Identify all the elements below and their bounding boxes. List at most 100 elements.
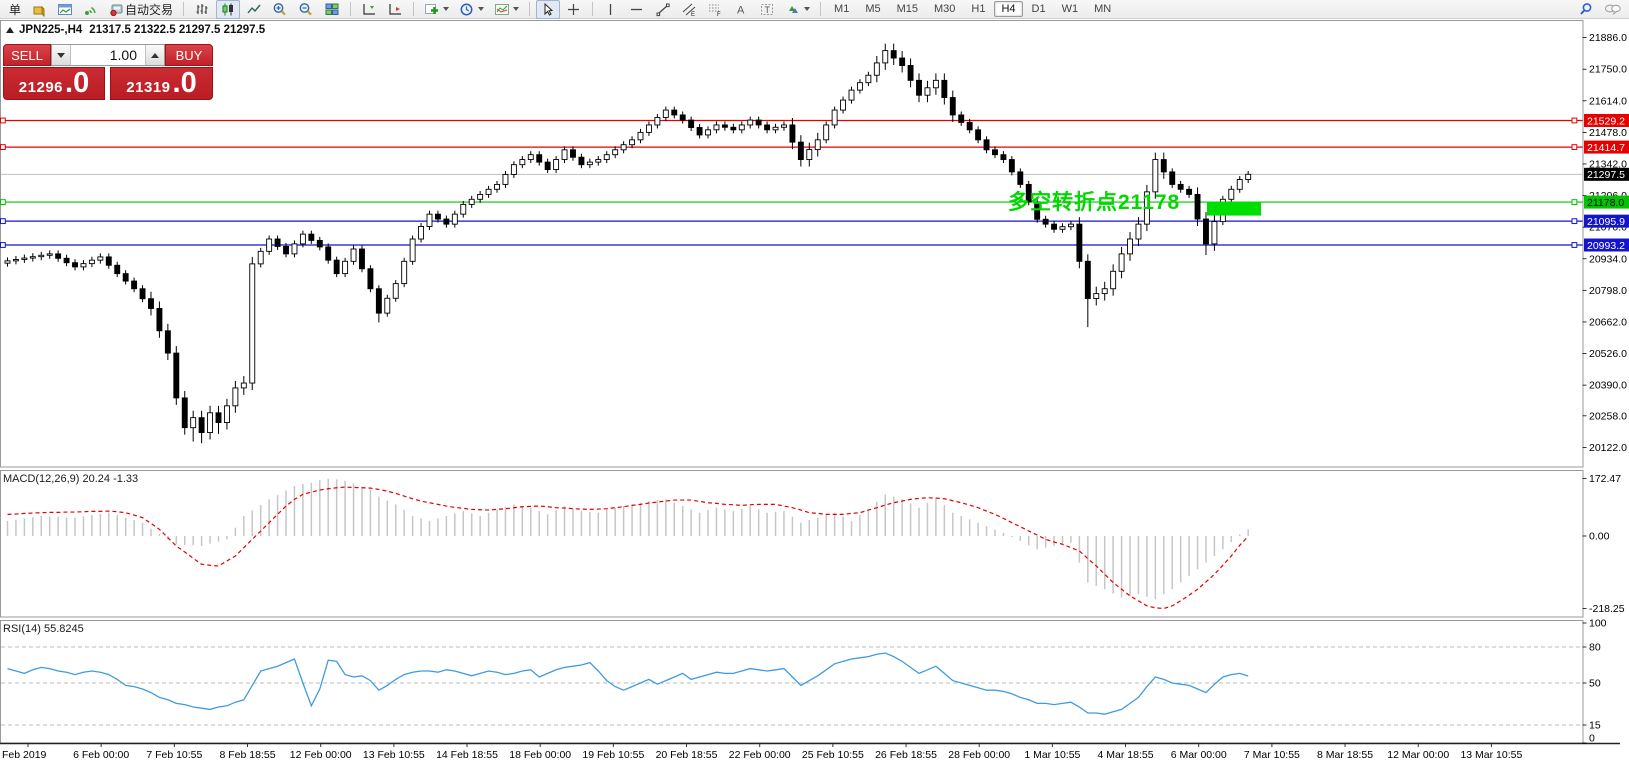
chart-title[interactable]: JPN225-,H4 21317.5 21322.5 21297.5 21297… (6, 24, 265, 36)
signals-button[interactable] (79, 0, 103, 19)
separator (592, 2, 594, 16)
templates-button[interactable] (490, 0, 523, 19)
timeframe-h4[interactable]: H4 (994, 1, 1023, 17)
zoom-in-button[interactable] (268, 0, 292, 19)
periods-icon (459, 2, 475, 17)
fibonacci-button[interactable]: F (703, 0, 727, 19)
candle-body (1228, 188, 1235, 200)
candlestick-chart-button[interactable] (216, 0, 241, 19)
candle-body (223, 405, 230, 423)
svg-text:F: F (717, 12, 721, 17)
candle-body (958, 114, 965, 123)
toolbar: 单 自动交易 (0, 0, 1629, 19)
candle-body (1160, 159, 1167, 173)
volume-decrease-button[interactable] (52, 45, 71, 65)
cursor-icon (540, 2, 556, 17)
price-badge (1584, 195, 1629, 209)
autotrading-button[interactable]: 自动交易 (105, 0, 177, 19)
rsi-axis-label: 100 (1589, 618, 1607, 630)
candle-body (570, 149, 576, 158)
zoom-in-icon (272, 2, 288, 17)
candle-body (932, 79, 939, 89)
cursor-button[interactable] (536, 0, 561, 19)
candle-body (181, 397, 188, 429)
timeframe-h1[interactable]: H1 (971, 3, 986, 15)
candle-body (1236, 179, 1243, 190)
candle-body (544, 161, 551, 171)
sell-price[interactable]: 21296 .0 (3, 67, 105, 100)
search-button[interactable] (1574, 0, 1598, 19)
timeframe-m1[interactable]: M1 (834, 3, 850, 15)
hline-handle (0, 242, 6, 248)
candle-body (375, 288, 382, 314)
timeframe-group: M1 M5 M15 M30 H1 H4 D1 W1 MN (826, 1, 1119, 17)
chevron-down-icon (513, 7, 520, 11)
sell-price-whole: 21296 (18, 79, 64, 96)
candle-body (781, 124, 787, 128)
order-button[interactable]: 单 (5, 0, 25, 19)
collapse-panel-icon[interactable] (6, 27, 14, 33)
indicators-button[interactable] (420, 0, 453, 19)
chart-symbol: JPN225-,H4 (19, 24, 83, 36)
hline-handle (0, 199, 6, 205)
price-axis-label: 20662.0 (1589, 316, 1627, 328)
chart-autoscroll-button[interactable] (383, 0, 407, 19)
candle-body (80, 263, 87, 268)
timeframe-m30[interactable]: M30 (934, 3, 956, 15)
green-highlight-box[interactable] (1207, 201, 1261, 216)
trendline-button[interactable] (651, 0, 675, 19)
chart-window-button[interactable] (53, 0, 77, 19)
sell-price-frac: .0 (65, 67, 90, 99)
bar-chart-button[interactable] (190, 0, 214, 19)
arrows-icon (785, 2, 801, 17)
buy-button[interactable]: BUY (165, 44, 213, 66)
candle-body (494, 183, 500, 190)
line-chart-button[interactable] (242, 0, 266, 19)
text-label-button[interactable]: T (755, 0, 779, 19)
candle-body (586, 161, 593, 166)
macd-axis-label: -218.25 (1589, 603, 1625, 615)
crosshair-button[interactable] (562, 0, 586, 19)
buy-price[interactable]: 21319 .0 (110, 67, 213, 100)
candle-body (257, 250, 264, 265)
tile-windows-button[interactable] (320, 0, 344, 19)
chat-button[interactable] (1600, 0, 1624, 19)
sell-button-label: SELL (11, 47, 43, 63)
candle-body (72, 262, 78, 268)
pivot-annotation[interactable]: 多空转折点21178 (1008, 191, 1181, 214)
timeframe-m5[interactable]: M5 (865, 3, 881, 15)
timeframe-m15[interactable]: M15 (896, 3, 918, 15)
new-order-button[interactable] (27, 0, 51, 19)
timeframe-d1[interactable]: D1 (1031, 3, 1046, 15)
candle-body (1143, 191, 1150, 225)
trendline-icon (655, 2, 671, 17)
zoom-out-button[interactable] (294, 0, 318, 19)
time-axis-label: 26 Feb 18:55 (875, 749, 937, 761)
time-axis-label: 6 Mar 00:00 (1171, 749, 1227, 761)
arrows-button[interactable] (781, 0, 814, 19)
triangle-down-icon (57, 52, 65, 58)
candle-body (620, 144, 627, 151)
volume-increase-button[interactable] (145, 45, 164, 65)
sell-button[interactable]: SELL (3, 44, 51, 66)
svg-text:T: T (765, 5, 771, 15)
candle-body (1025, 183, 1032, 203)
text-button[interactable]: A (729, 0, 753, 19)
horizontal-line-button[interactable] (625, 0, 649, 19)
chart-shift-button[interactable] (357, 0, 381, 19)
candle-body (924, 87, 931, 96)
volume-input[interactable]: 1.00 (109, 47, 137, 63)
vertical-line-button[interactable] (599, 0, 623, 19)
candle-body (603, 154, 610, 161)
timeframe-mn[interactable]: MN (1094, 3, 1112, 15)
price-badge-label: 20993.2 (1587, 240, 1625, 252)
candle-body (232, 387, 239, 407)
candle-body (612, 149, 619, 156)
equidistant-channel-button[interactable]: E (677, 0, 701, 19)
price-badge-label: 21095.9 (1587, 216, 1625, 228)
candle-body (266, 238, 273, 252)
periods-button[interactable] (455, 0, 488, 19)
timeframe-w1[interactable]: W1 (1061, 3, 1079, 15)
candle-body (291, 243, 298, 255)
